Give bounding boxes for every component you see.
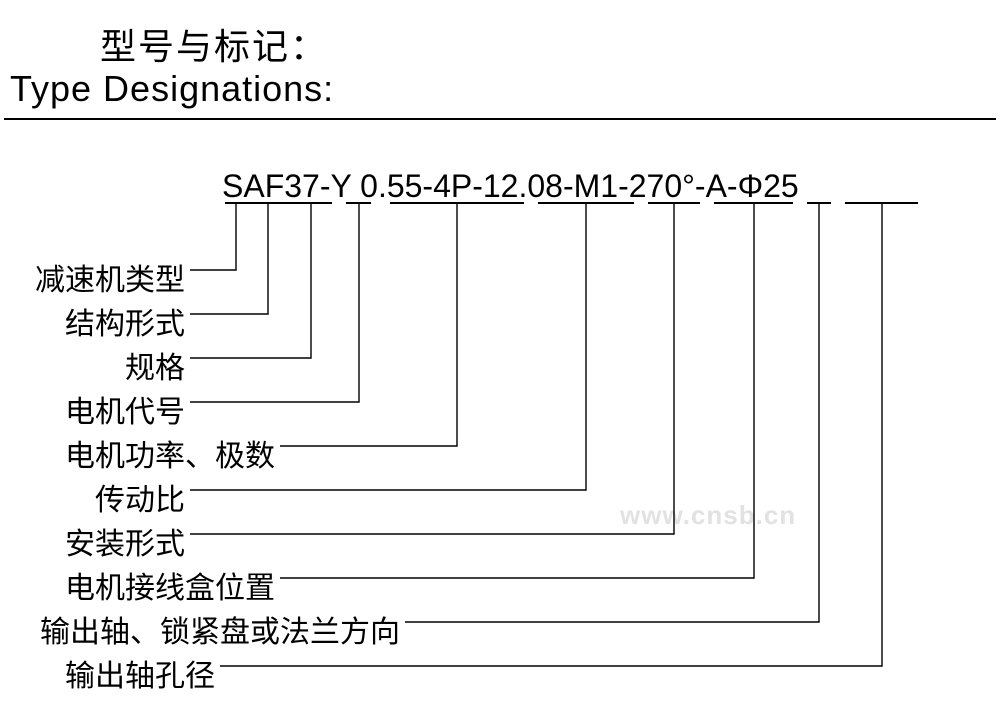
label-2: 规格 [125, 343, 185, 387]
seg-underline-3 [346, 202, 371, 204]
seg-underline-6 [648, 202, 700, 204]
horizontal-rule [4, 118, 996, 120]
seg-underline-5 [538, 202, 634, 204]
label-4: 电机功率、极数 [65, 431, 275, 475]
seg-underline-7 [714, 202, 793, 204]
label-5: 传动比 [95, 475, 185, 519]
label-0: 减速机类型 [35, 255, 185, 299]
label-9: 输出轴孔径 [65, 651, 215, 695]
label-3: 电机代号 [65, 387, 185, 431]
designation-code: SAF37-Y 0.55-4P-12.08-M1-270°-A-Φ25 [222, 168, 799, 205]
label-8: 输出轴、锁紧盘或法兰方向 [40, 607, 400, 651]
label-6: 安装形式 [65, 519, 185, 563]
seg-underline-9 [845, 202, 918, 204]
label-1: 结构形式 [65, 299, 185, 343]
seg-underline-8 [807, 202, 831, 204]
seg-underline-1 [246, 202, 290, 204]
title-chinese: 型号与标记： [100, 18, 328, 70]
watermark: www.cnsb.cn [620, 500, 796, 531]
label-7: 电机接线盒位置 [65, 563, 275, 607]
seg-underline-2 [290, 202, 332, 204]
title-english: Type Designations: [10, 68, 334, 110]
seg-underline-4 [390, 202, 524, 204]
seg-underline-0 [225, 202, 246, 204]
diagram-canvas: 型号与标记： Type Designations: SAF37-Y 0.55-4… [0, 0, 1000, 720]
